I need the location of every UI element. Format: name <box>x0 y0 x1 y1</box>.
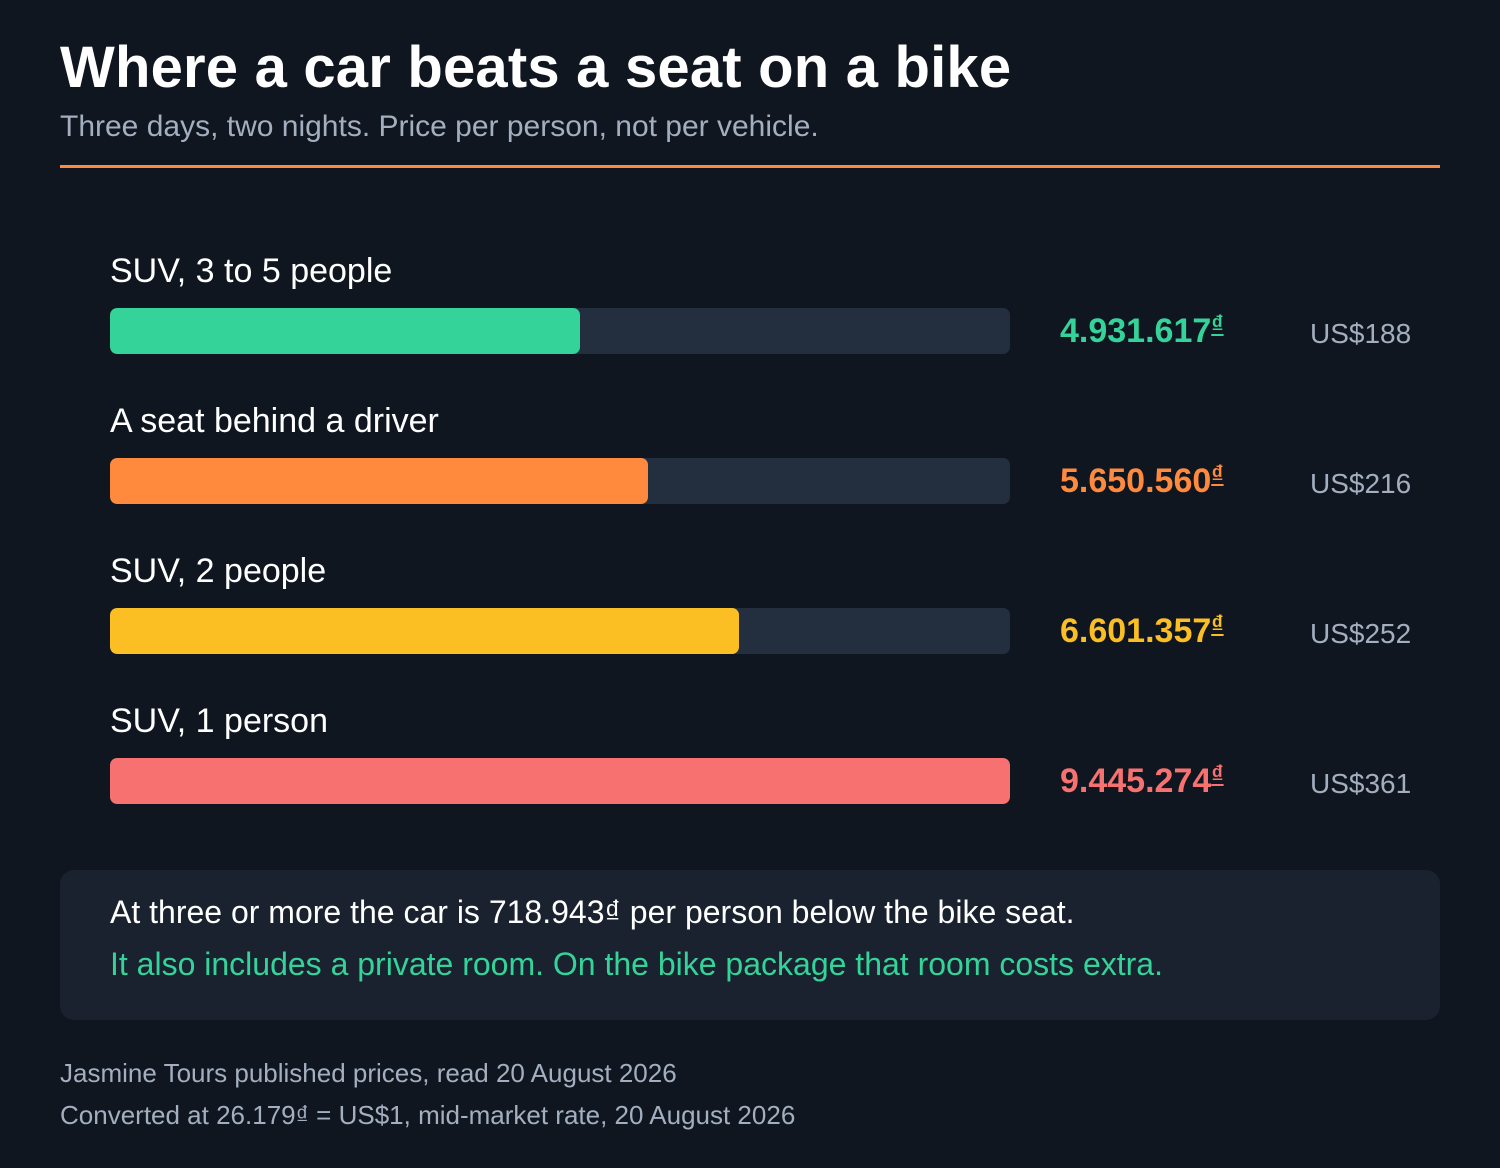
page-title: Where a car beats a seat on a bike <box>60 35 1012 100</box>
bar-value-label: 5.650.560₫ <box>1060 458 1224 504</box>
bar-row: SUV, 1 person 9.445.274₫ US$361 <box>0 702 1500 842</box>
bar-track <box>110 308 1010 354</box>
dong-symbol: ₫ <box>1211 611 1224 638</box>
bar <box>110 308 580 354</box>
note-box: At three or more the car is 718.943₫ per… <box>60 870 1440 1020</box>
bar-row: SUV, 3 to 5 people 4.931.617₫ US$188 <box>0 252 1500 392</box>
bar-value-label: 4.931.617₫ <box>1060 308 1224 354</box>
bar <box>110 758 1010 804</box>
bar-row: SUV, 2 people 6.601.357₫ US$252 <box>0 552 1500 692</box>
dong-symbol: ₫ <box>1211 311 1224 338</box>
conversion-note: Converted at 26.179₫ = US$1, mid-market … <box>60 1100 796 1130</box>
bar-value-number: 4.931.617 <box>1060 312 1212 350</box>
bar-track <box>110 458 1010 504</box>
bar-row: A seat behind a driver 5.650.560₫ US$216 <box>0 402 1500 542</box>
page-subtitle: Three days, two nights. Price per person… <box>60 110 819 143</box>
bar-track <box>110 758 1010 804</box>
bar-value-number: 9.445.274 <box>1060 762 1212 800</box>
note-line-savings: At three or more the car is 718.943₫ per… <box>110 894 1075 930</box>
bar <box>110 608 739 654</box>
dong-symbol: ₫ <box>1211 761 1224 788</box>
bar-usd-label: US$188 <box>1310 318 1412 349</box>
title-divider <box>60 165 1440 168</box>
source-note: Jasmine Tours published prices, read 20 … <box>60 1058 677 1088</box>
bar-usd-label: US$216 <box>1310 468 1412 499</box>
dong-symbol: ₫ <box>1211 461 1224 488</box>
bar-track <box>110 608 1010 654</box>
bar <box>110 458 648 504</box>
note-line-room: It also includes a private room. On the … <box>110 946 1163 982</box>
bar-usd-label: US$252 <box>1310 618 1412 649</box>
bar-value-number: 5.650.560 <box>1060 462 1212 500</box>
bar-value-number: 6.601.357 <box>1060 612 1212 650</box>
bar-value-label: 6.601.357₫ <box>1060 608 1224 654</box>
bar-value-label: 9.445.274₫ <box>1060 758 1224 804</box>
bar-usd-label: US$361 <box>1310 768 1412 799</box>
bar-category-label: A seat behind a driver <box>110 402 439 440</box>
bar-category-label: SUV, 1 person <box>110 702 328 740</box>
bar-chart: SUV, 3 to 5 people 4.931.617₫ US$188 A seat… <box>0 252 1500 842</box>
bar-category-label: SUV, 2 people <box>110 552 327 590</box>
bar-category-label: SUV, 3 to 5 people <box>110 252 393 290</box>
